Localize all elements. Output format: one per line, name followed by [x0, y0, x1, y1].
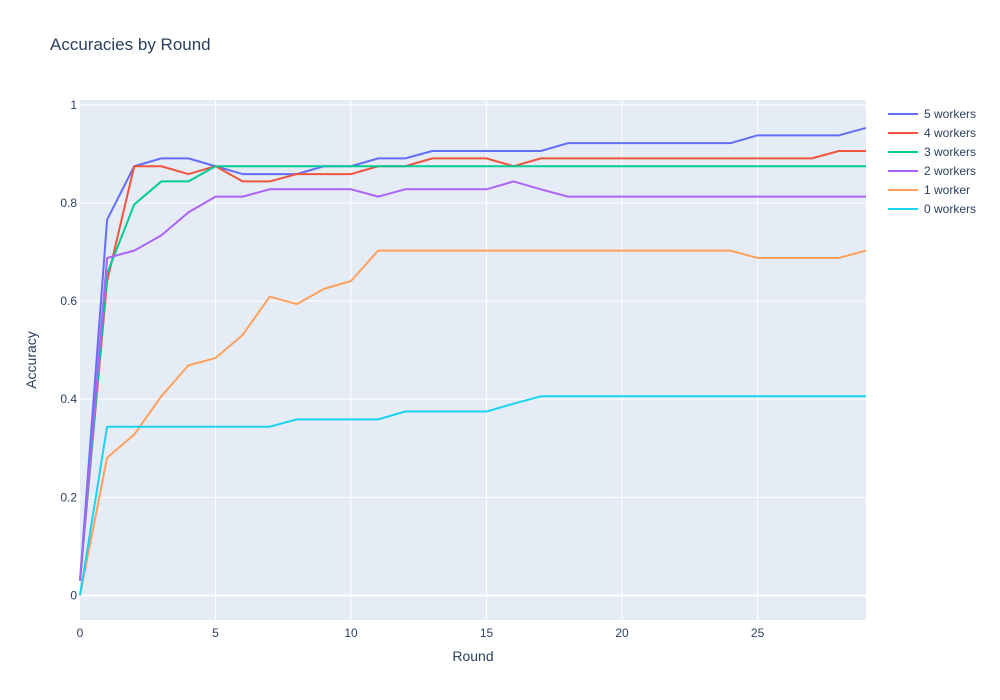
- series-line-5-workers: [79, 126, 867, 581]
- x-tick-label: 5: [212, 626, 219, 640]
- series-line-0-workers: [79, 395, 866, 596]
- x-tick-label: 0: [77, 626, 84, 640]
- y-tick-label: 0: [70, 588, 77, 602]
- legend: 5 workers 4 workers 3 workers 2 workers 1 wo…: [888, 107, 976, 216]
- series-lines: [79, 126, 867, 596]
- x-tick-label: 25: [751, 626, 765, 640]
- y-axis-title: Accuracy: [23, 331, 39, 389]
- legend-label-3-workers: 3 workers: [924, 145, 976, 159]
- x-tick-label: 15: [480, 626, 494, 640]
- y-tick-label: 0.8: [60, 196, 77, 210]
- y-tick-label: 0.6: [60, 294, 77, 308]
- series-line-4-workers: [79, 150, 866, 581]
- x-axis-title: Round: [452, 648, 493, 664]
- grid-lines: [80, 100, 866, 620]
- x-tick-label: 10: [344, 626, 358, 640]
- x-tick-label: 20: [615, 626, 629, 640]
- y-tick-label: 0.4: [60, 392, 77, 406]
- legend-label-4-workers: 4 workers: [924, 126, 976, 140]
- series-line-2-workers: [79, 180, 866, 581]
- series-line-3-workers: [79, 165, 866, 581]
- legend-label-1-worker: 1 worker: [924, 183, 970, 197]
- y-tick-label: 1: [70, 98, 77, 112]
- series-line-1-worker: [79, 249, 867, 596]
- tick-labels: 0 5 10 15 20 25 0 0.2 0.4 0.6 0.8 1: [60, 98, 764, 640]
- legend-label-2-workers: 2 workers: [924, 164, 976, 178]
- legend-label-5-workers: 5 workers: [924, 107, 976, 121]
- chart-title: Accuracies by Round: [50, 35, 211, 54]
- legend-label-0-workers: 0 workers: [924, 202, 976, 216]
- plot-area: [80, 100, 866, 620]
- y-tick-label: 0.2: [60, 490, 77, 504]
